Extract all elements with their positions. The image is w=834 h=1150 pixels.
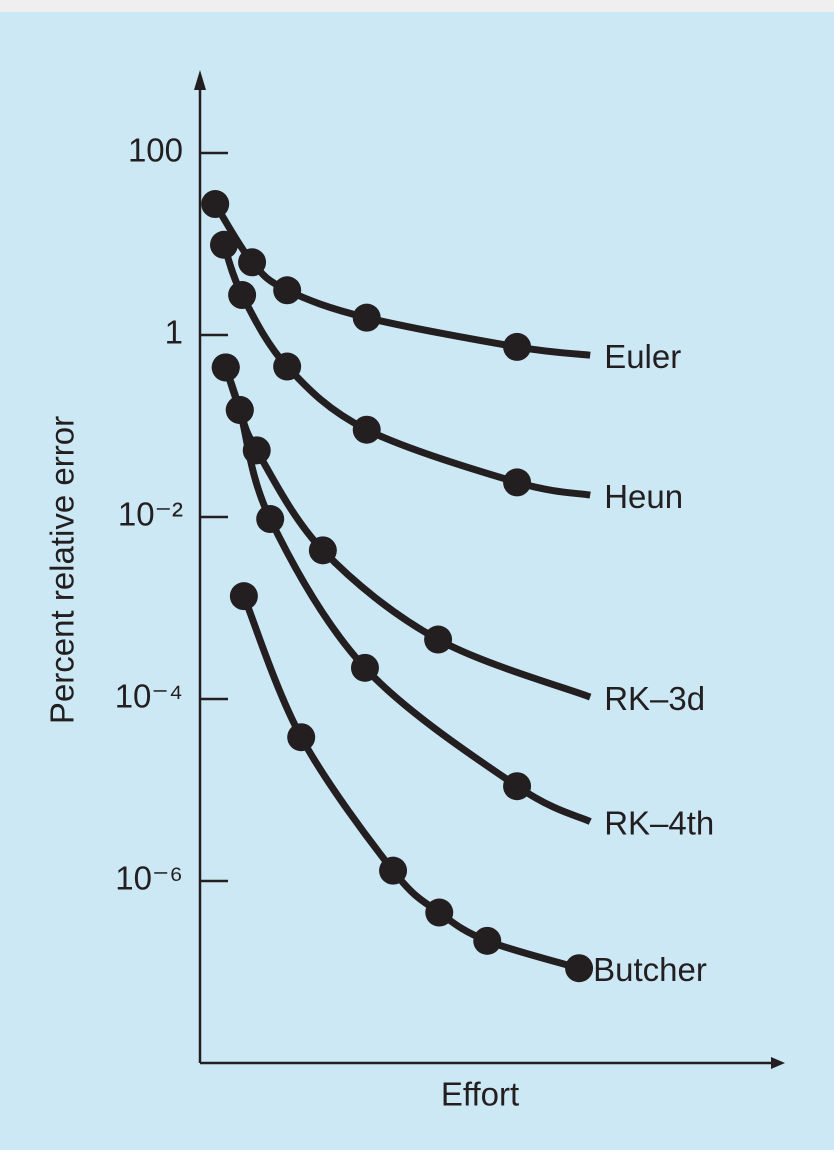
data-point xyxy=(225,395,254,424)
series-label: Butcher xyxy=(593,951,707,988)
data-point xyxy=(473,926,502,955)
y-tick-label: 100 xyxy=(128,132,183,169)
y-axis-label: Percent relative error xyxy=(44,416,81,724)
data-point xyxy=(238,248,267,277)
data-point xyxy=(228,281,257,310)
data-point xyxy=(209,230,238,259)
y-axis-arrow xyxy=(194,70,206,90)
series-label: Heun xyxy=(604,478,683,515)
data-point xyxy=(273,276,302,305)
series-label: Euler xyxy=(604,338,681,375)
data-point xyxy=(503,468,532,497)
y-tick-label: 10⁻² xyxy=(118,496,183,533)
series-label: RK–3d xyxy=(604,680,705,717)
data-point xyxy=(565,954,594,983)
data-point xyxy=(352,415,381,444)
data-point xyxy=(503,332,532,361)
data-point xyxy=(425,898,454,927)
data-point xyxy=(273,352,302,381)
data-point xyxy=(287,723,316,752)
data-point xyxy=(256,505,285,534)
x-axis-arrow xyxy=(771,1057,785,1069)
top-strip xyxy=(0,0,834,12)
data-point xyxy=(308,536,337,565)
data-point xyxy=(424,625,453,654)
x-axis-label: Effort xyxy=(441,1076,519,1113)
data-point xyxy=(350,653,379,682)
data-point xyxy=(352,303,381,332)
series-line xyxy=(212,202,591,359)
data-point xyxy=(503,772,532,801)
data-point xyxy=(211,353,240,382)
y-tick-label: 10⁻⁶ xyxy=(115,860,183,897)
y-tick-label: 1 xyxy=(165,314,183,351)
series-label: RK–4th xyxy=(604,804,714,841)
data-point xyxy=(229,582,258,611)
data-point xyxy=(201,190,230,219)
data-point xyxy=(379,856,408,885)
series-line xyxy=(222,366,592,825)
y-tick-label: 10⁻⁴ xyxy=(115,678,183,715)
